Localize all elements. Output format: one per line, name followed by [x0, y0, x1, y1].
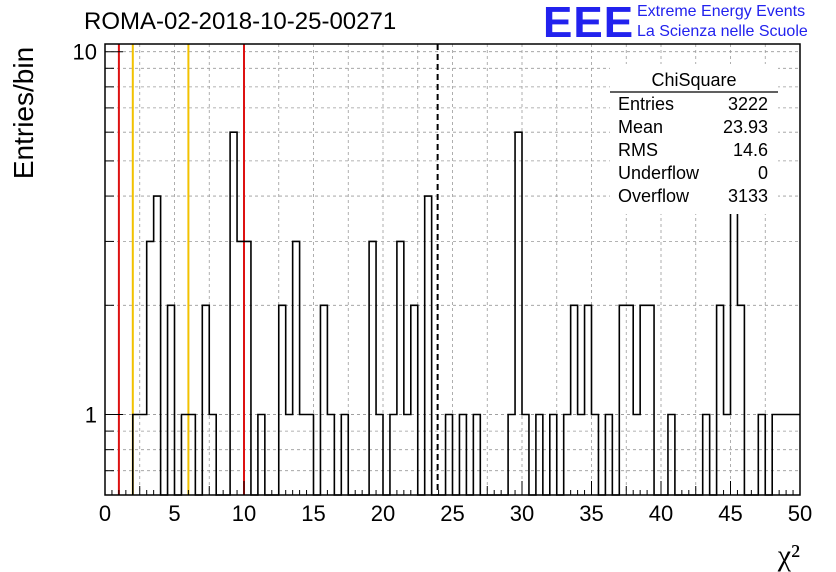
histogram-bin — [786, 415, 793, 495]
eee-logo: EEE — [543, 0, 635, 47]
x-tick-label: 45 — [718, 501, 742, 526]
histogram-bin — [404, 415, 411, 495]
histogram-bin — [473, 415, 480, 495]
histogram-bin — [522, 415, 529, 495]
histogram-bin — [515, 132, 522, 495]
stat-label-underflow: Underflow — [618, 163, 700, 183]
histogram-bin — [626, 305, 633, 495]
x-tick-label: 10 — [232, 501, 256, 526]
histogram-bin — [772, 415, 779, 495]
histogram-bin — [279, 305, 286, 495]
x-tick-label: 50 — [788, 501, 812, 526]
histogram-bin — [230, 132, 237, 495]
histogram-bin — [779, 415, 786, 495]
histogram-bin — [147, 241, 154, 495]
histogram-bin — [605, 415, 612, 495]
stat-value-mean: 23.93 — [723, 117, 768, 137]
stat-value-underflow: 0 — [758, 163, 768, 183]
histogram-bin — [133, 415, 140, 495]
stat-label-rms: RMS — [618, 140, 658, 160]
histogram-bin — [585, 305, 592, 495]
histogram-bin — [307, 415, 314, 495]
stat-value-entries: 3222 — [728, 94, 768, 114]
histogram-bin — [536, 415, 543, 495]
histogram-bin — [724, 415, 731, 495]
histogram-bin — [237, 241, 244, 495]
x-tick-label: 40 — [649, 501, 673, 526]
histogram-bin — [578, 415, 585, 495]
histogram-bin — [446, 415, 453, 495]
stat-label-mean: Mean — [618, 117, 663, 137]
x-tick-label: 0 — [99, 501, 111, 526]
histogram-bin — [293, 241, 300, 495]
chart-title: ROMA-02-2018-10-25-00271 — [84, 8, 397, 35]
logo-subtitle-line2: La Scienza nelle Scuole — [637, 23, 808, 40]
histogram-bin — [168, 305, 175, 495]
x-tick-label: 20 — [371, 501, 395, 526]
histogram-bin — [300, 415, 307, 495]
histogram-bin — [286, 415, 293, 495]
histogram-bin — [320, 305, 327, 495]
histogram-bin — [369, 241, 376, 495]
histogram-bin — [258, 415, 265, 495]
histogram-bin — [550, 415, 557, 495]
histogram-bin — [647, 305, 654, 495]
stat-value-rms: 14.6 — [733, 140, 768, 160]
histogram-bin — [508, 415, 515, 495]
histogram-bin — [202, 305, 209, 495]
histogram-bin — [633, 415, 640, 495]
x-tick-label: 5 — [168, 501, 180, 526]
axis-ticks: 0 5 10 15 20 25 30 35 40 45 50 1 10 — [73, 40, 813, 526]
y-axis-label: Entries/bin — [8, 47, 39, 179]
stat-label-entries: Entries — [618, 94, 674, 114]
histogram-bin — [717, 305, 724, 495]
x-tick-label: 15 — [301, 501, 325, 526]
x-tick-label: 35 — [579, 501, 603, 526]
stat-label-overflow: Overflow — [618, 186, 690, 206]
histogram-bin — [425, 196, 432, 495]
histogram-bin — [390, 415, 397, 495]
histogram-bin — [619, 305, 626, 495]
x-tick-label: 30 — [510, 501, 534, 526]
x-axis-label: χ² — [777, 539, 800, 572]
logo-subtitle-line1: Extreme Energy Events — [637, 3, 806, 20]
histogram-bin — [188, 415, 195, 495]
histogram-bin — [571, 305, 578, 495]
histogram-bin — [154, 196, 161, 495]
histogram-bin — [640, 305, 647, 495]
histogram-bin — [737, 305, 744, 495]
histogram-bin — [459, 415, 466, 495]
histogram-bin — [140, 415, 147, 495]
x-tick-label: 25 — [440, 501, 464, 526]
histogram-bin — [758, 415, 765, 495]
stats-box: ChiSquare Entries 3222 Mean 23.93 RMS 14… — [610, 64, 778, 214]
y-tick-label: 1 — [85, 403, 97, 428]
histogram-bin — [668, 415, 675, 495]
histogram-bin — [793, 415, 800, 495]
histogram-bin — [411, 305, 418, 495]
stats-title: ChiSquare — [651, 70, 736, 90]
histogram-bin — [592, 415, 599, 495]
histogram-bin — [209, 415, 216, 495]
y-tick-label: 10 — [73, 40, 97, 65]
histogram-bin — [703, 415, 710, 495]
histogram-bin — [244, 241, 251, 495]
histogram-bin — [181, 415, 188, 495]
histogram-bin — [341, 415, 348, 495]
stat-value-overflow: 3133 — [728, 186, 768, 206]
histogram-bin — [376, 415, 383, 495]
histogram-bin — [327, 415, 334, 495]
histogram-bin — [731, 196, 738, 495]
histogram-bin — [397, 241, 404, 495]
histogram-bin — [564, 415, 571, 495]
